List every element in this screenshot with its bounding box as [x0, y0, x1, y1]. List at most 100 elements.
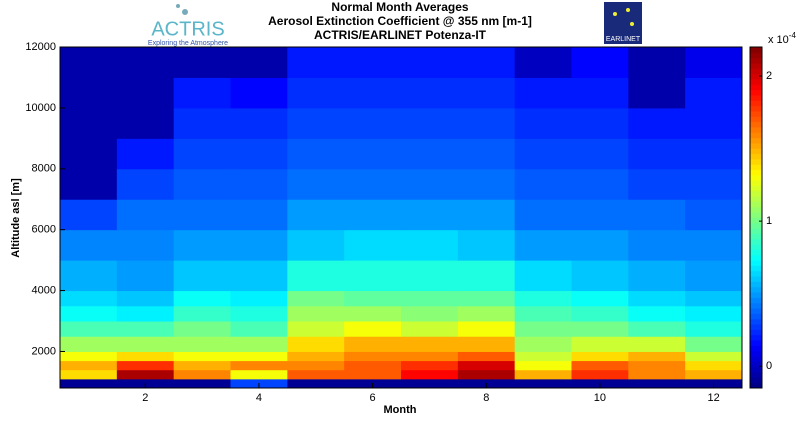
colorbar-step	[750, 361, 762, 368]
heat-cell	[628, 290, 686, 307]
heat-cell	[287, 351, 345, 362]
heat-cell	[173, 168, 231, 200]
colorbar-step	[750, 196, 762, 203]
heat-cell	[173, 351, 231, 362]
heat-cell	[60, 47, 118, 78]
heat-cell	[685, 290, 743, 307]
y-axis-label: Altitude asl [m]	[10, 178, 22, 258]
chart-title: Aerosol Extinction Coefficient @ 355 nm …	[268, 14, 532, 28]
heat-cell	[173, 369, 231, 380]
x-tick-label: 2	[142, 392, 148, 404]
heat-cell	[457, 305, 516, 322]
heat-cell	[685, 369, 743, 380]
heat-cell	[401, 199, 459, 231]
heat-cell	[401, 305, 459, 322]
colorbar-step	[750, 206, 762, 213]
colorbar-step	[750, 340, 762, 346]
colorbar-step	[750, 132, 762, 139]
heat-cell	[514, 360, 572, 371]
heat-cell	[514, 47, 572, 78]
colorbar-step	[750, 153, 762, 160]
colorbar-step	[750, 297, 762, 304]
heat-cell	[344, 168, 402, 200]
heat-cell	[116, 360, 175, 371]
colorbar-step	[750, 137, 762, 144]
colorbar-tick-label: 0	[766, 360, 772, 372]
heat-cell	[401, 77, 459, 109]
heat-cell	[116, 47, 175, 78]
heat-cell	[344, 369, 402, 380]
heat-cell	[685, 138, 743, 170]
colorbar-step	[750, 356, 762, 362]
colorbar-step	[750, 281, 762, 288]
logo-box	[604, 2, 642, 44]
y-tick-label: 12000	[25, 41, 56, 53]
heat-cell	[571, 107, 629, 139]
colorbar-step	[750, 377, 762, 384]
heat-cell	[401, 369, 459, 380]
heat-cell	[685, 360, 743, 371]
heat-cell	[230, 351, 288, 362]
heat-cell	[287, 336, 345, 352]
colorbar-step	[750, 47, 762, 53]
heat-cell	[173, 336, 231, 352]
chart-title: Normal Month Averages	[331, 0, 468, 14]
heat-cell	[287, 168, 345, 200]
heat-cell	[287, 321, 345, 337]
y-tick-label: 10000	[25, 102, 56, 114]
x-tick-label: 4	[256, 392, 262, 404]
heat-cell	[571, 336, 629, 352]
colorbar-step	[750, 382, 762, 389]
heat-cell	[514, 229, 572, 261]
heat-cell	[60, 138, 118, 170]
colorbar-tick-label: 2	[766, 70, 772, 82]
heat-cell	[457, 107, 516, 139]
heat-cell	[514, 77, 572, 109]
heat-cell	[230, 360, 288, 371]
heat-cell	[685, 229, 743, 261]
heat-cell	[60, 260, 118, 292]
chart-title: ACTRIS/EARLINET Potenza-IT	[314, 28, 487, 42]
colorbar-step	[750, 148, 762, 155]
heat-cell	[571, 199, 629, 231]
heat-cell	[457, 229, 516, 261]
heat-cell	[457, 138, 516, 170]
heat-cell	[401, 360, 459, 371]
heat-cell	[685, 321, 743, 337]
heat-cell	[344, 199, 402, 231]
heat-cell	[173, 107, 231, 139]
heat-cell	[628, 321, 686, 337]
heat-cell	[571, 47, 629, 78]
colorbar-step	[750, 105, 762, 112]
colorbar-step	[750, 73, 762, 80]
heat-cell	[173, 199, 231, 231]
heat-cell	[173, 47, 231, 78]
colorbar-step	[750, 228, 762, 234]
heat-cell	[230, 290, 288, 307]
heat-cell	[514, 290, 572, 307]
heat-cell	[628, 229, 686, 261]
heat-cell	[401, 47, 459, 78]
heat-cell	[173, 321, 231, 337]
heat-cell	[116, 351, 175, 362]
colorbar-tick-label: 1	[766, 215, 772, 227]
colorbar-step	[750, 100, 762, 107]
heat-cell	[173, 77, 231, 109]
heat-cell	[116, 321, 175, 337]
colorbar-step	[750, 212, 762, 218]
colorbar-step	[750, 121, 762, 128]
logo-text: ACTRIS	[151, 18, 224, 40]
colorbar-step	[750, 260, 762, 266]
heat-cell	[628, 360, 686, 371]
heat-cell	[173, 378, 231, 389]
colorbar-step	[750, 233, 762, 240]
colorbar-step	[750, 249, 762, 256]
colorbar-step	[750, 94, 762, 101]
colorbar-step	[750, 185, 762, 192]
heat-cell	[514, 378, 572, 389]
heat-cell	[401, 336, 459, 352]
heat-cell	[628, 77, 686, 109]
heat-cell	[571, 290, 629, 307]
heat-cell	[344, 229, 402, 261]
colorbar-step	[750, 329, 762, 336]
